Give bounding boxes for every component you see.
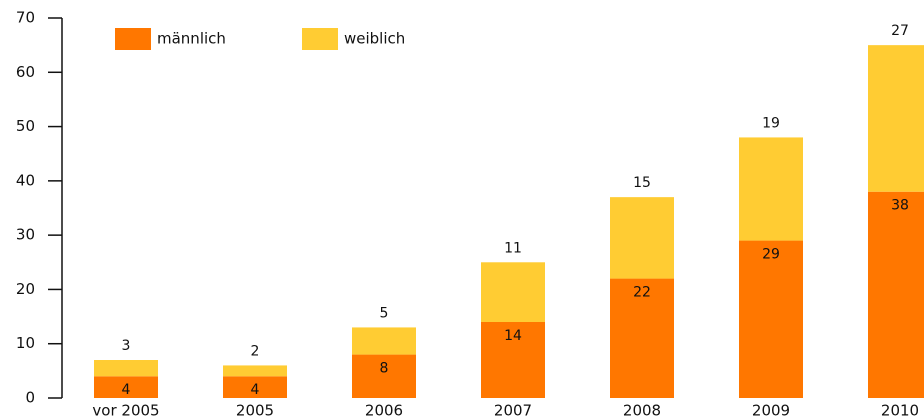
data-label: 5: [380, 305, 389, 321]
bar-segment: [868, 45, 924, 192]
y-tick-label: 0: [25, 389, 35, 407]
y-tick-label: 20: [16, 280, 35, 298]
legend-swatch: [115, 28, 151, 50]
y-tick-label: 30: [16, 226, 35, 244]
bar-segment: [352, 327, 416, 355]
bar-segment: [94, 360, 158, 377]
data-label: 4: [122, 382, 131, 398]
data-label: 3: [122, 338, 131, 354]
bar-segment: [481, 322, 545, 398]
legend-label: weiblich: [344, 30, 405, 48]
bar-segment: [481, 262, 545, 322]
y-tick-label: 70: [16, 9, 35, 27]
bar-segment: [223, 365, 287, 377]
data-label: 11: [504, 240, 522, 256]
data-label: 29: [762, 247, 780, 263]
y-tick-label: 40: [16, 171, 35, 189]
x-tick-label: 2010: [881, 402, 919, 420]
x-tick-label: 2008: [623, 402, 661, 420]
data-label: 22: [633, 285, 651, 301]
bar-segment: [94, 376, 158, 398]
data-label: 14: [504, 328, 522, 344]
data-label: 19: [762, 115, 780, 131]
y-tick-label: 60: [16, 63, 35, 81]
x-tick-label: 2007: [494, 402, 532, 420]
bar-segment: [868, 191, 924, 398]
bar-segment: [352, 354, 416, 398]
data-label: 38: [891, 198, 909, 214]
y-tick-label: 10: [16, 334, 35, 352]
bar-segment: [739, 137, 803, 241]
x-tick-label: 2009: [752, 402, 790, 420]
bar-segment: [223, 376, 287, 398]
legend-label: männlich: [157, 30, 226, 48]
data-label: 4: [251, 382, 260, 398]
data-label: 15: [633, 175, 651, 191]
y-tick-label: 50: [16, 117, 35, 135]
legend-swatch: [302, 28, 338, 50]
bar-segment: [610, 197, 674, 279]
data-label: 27: [891, 23, 909, 39]
bar-segment: [739, 240, 803, 398]
bar-segment: [610, 278, 674, 398]
data-label: 2: [251, 343, 260, 359]
data-label: 8: [380, 361, 389, 377]
x-tick-label: vor 2005: [92, 402, 159, 420]
x-tick-label: 2005: [236, 402, 274, 420]
x-tick-label: 2006: [365, 402, 403, 420]
